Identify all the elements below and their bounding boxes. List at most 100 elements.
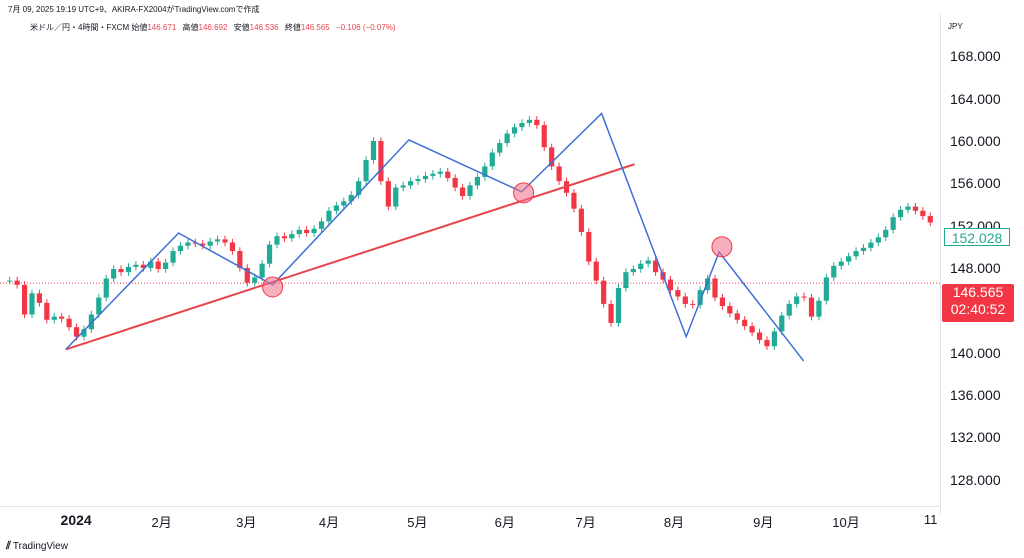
x-tick-label: 11 (923, 512, 938, 527)
candle-body (452, 178, 458, 188)
candle-body (318, 221, 325, 229)
candle-body (638, 263, 644, 269)
candle-body (504, 133, 510, 144)
candle-body (259, 263, 265, 278)
candle-body (920, 210, 926, 217)
current-price-value: 146.565 (952, 284, 1004, 300)
candle-body (719, 297, 726, 307)
high-value: 146.692 (198, 23, 228, 32)
x-tick-label: 8月 (663, 515, 685, 530)
x-tick-label: 6月 (494, 515, 515, 530)
candle-body (378, 140, 384, 182)
candle-body (868, 242, 874, 248)
candle-body (615, 288, 622, 323)
candle-body (281, 236, 287, 239)
x-tick-label: 2024 (60, 512, 92, 528)
candle-body (853, 251, 859, 257)
highlight-marker (513, 182, 535, 204)
candle-body (816, 300, 822, 317)
candle-body (111, 268, 117, 279)
y-tick-label: 156.000 (950, 175, 1001, 192)
candle-body (185, 242, 191, 246)
candle-body (467, 185, 473, 196)
candle-body (905, 206, 911, 210)
candle-body (682, 296, 688, 304)
candle-body (897, 209, 904, 218)
candle-body (690, 303, 696, 305)
candle-body (860, 247, 867, 252)
candle-body (14, 280, 20, 285)
candle-body (400, 185, 406, 188)
candle-body (556, 166, 562, 182)
candle-body (207, 241, 213, 246)
y-tick-label: 132.000 (950, 429, 1001, 446)
candle-body (348, 194, 354, 202)
candle-body (890, 217, 896, 230)
candle-body (459, 187, 466, 196)
y-tick-label: 140.000 (950, 344, 1001, 361)
x-tick-label: 2月 (151, 515, 172, 530)
candle-body (296, 229, 302, 235)
candle-body (356, 181, 362, 195)
candle-body (163, 262, 169, 269)
candle-body (155, 261, 161, 269)
candle-body (385, 181, 391, 207)
tradingview-logo[interactable]: ⫽ TradingView (6, 540, 68, 553)
candle-body (489, 152, 495, 167)
candle-body (474, 176, 481, 186)
candle-body (133, 264, 139, 267)
candle-body (229, 242, 236, 252)
candle-body (289, 234, 295, 239)
candle-body (697, 290, 703, 305)
currency-label[interactable]: JPY (948, 22, 963, 31)
candle-body (21, 284, 28, 315)
y-tick-label: 148.000 (950, 259, 1001, 276)
candle-body (645, 260, 651, 264)
candle-body (623, 272, 629, 289)
x-tick-label: 3月 (236, 515, 257, 530)
candle-body (170, 251, 176, 263)
candle-body (118, 268, 124, 273)
symbol-label[interactable]: 米ドル／円・4時間・FXCM (30, 23, 130, 32)
candle-body (519, 122, 525, 128)
highlight-marker (262, 276, 284, 298)
candle-body (415, 179, 421, 182)
candle-body (252, 277, 258, 283)
candle-body (771, 331, 777, 347)
candle-body (571, 192, 577, 209)
candle-body (304, 229, 310, 234)
candle-body (823, 277, 829, 301)
candle-body (593, 261, 599, 281)
candle-body (586, 231, 592, 262)
y-tick-label: 136.000 (950, 386, 1001, 403)
candle-body (541, 125, 547, 148)
chart-caption: 7月 09, 2025 19:19 UTC+9、AKIRA-FX2004がTra… (8, 5, 260, 14)
candle-body (838, 261, 844, 266)
current-price-tag: 146.565 02:40:52 (942, 284, 1014, 322)
low-value: 146.536 (249, 23, 279, 32)
candle-body (29, 293, 35, 315)
candle-body (511, 127, 518, 134)
candle-body (148, 261, 154, 268)
high-label: 高値 (182, 23, 199, 32)
close-value: 146.565 (300, 23, 330, 32)
candle-body (875, 237, 881, 243)
candle-body (831, 265, 837, 278)
candle-body (44, 302, 50, 320)
candle-body (51, 316, 57, 320)
candle-body (140, 264, 146, 268)
x-tick-label: 7月 (575, 515, 596, 530)
candle-body (734, 313, 740, 320)
price-axis-border (940, 14, 941, 514)
prior-price-tag: 152.028 (944, 228, 1010, 246)
price-chart[interactable] (0, 0, 940, 506)
zigzag-pattern (65, 112, 805, 362)
y-tick-label: 168.000 (950, 48, 1001, 65)
candle-body (222, 239, 228, 243)
candle-body (437, 171, 443, 174)
candle-body (341, 201, 347, 206)
y-tick-label: 160.000 (950, 132, 1001, 149)
candle-body (779, 315, 785, 332)
candle-body (274, 236, 280, 245)
candle-body (326, 210, 332, 222)
